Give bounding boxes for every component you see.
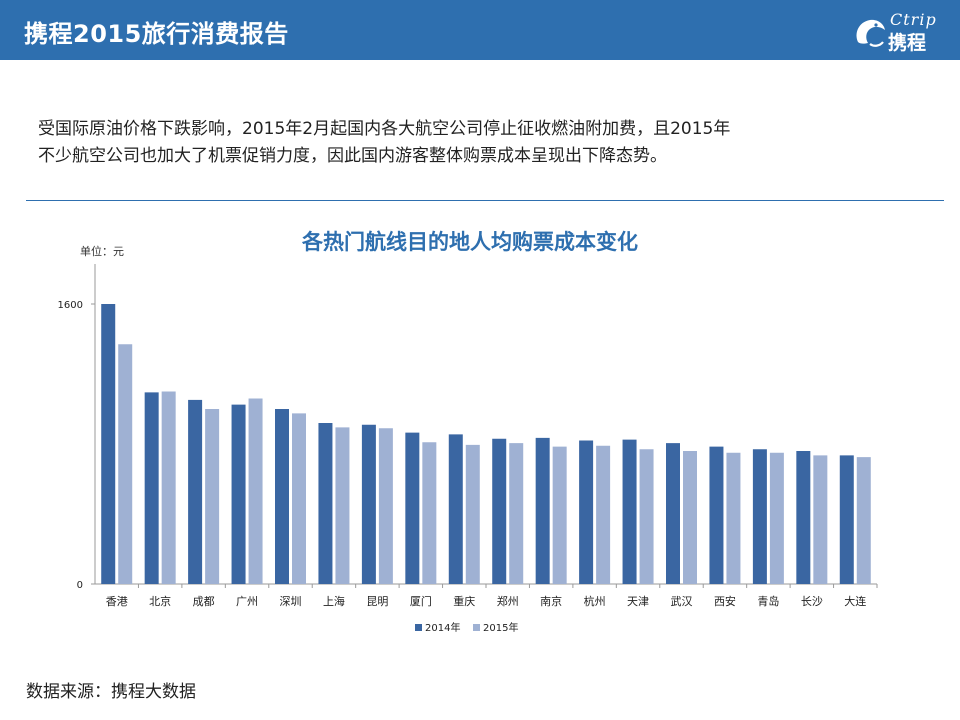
bar-2014 [752,449,767,584]
y-tick-label: 1600 [58,300,83,311]
x-tick-label: 武汉 [671,595,693,608]
bar-2015 [856,457,871,584]
bar-2015 [769,452,784,584]
x-tick-label: 大连 [844,594,866,608]
ctrip-logo: Ctrip 携程 [852,8,952,54]
intro-line-2: 不少航空公司也加大了机票促销力度，因此国内游客整体购票成本呈现出下降态势。 [38,146,667,166]
bar-2014 [275,409,289,584]
page-title: 携程2015旅行消费报告 [24,20,289,48]
chart-title: 各热门航线目的地人均购票成本变化 [302,230,638,254]
bar-2015 [552,446,567,584]
x-tick-label: 长沙 [801,595,823,608]
bar-2014 [796,451,811,584]
legend-swatch-2015 [473,624,480,631]
data-source: 数据来源：携程大数据 [26,682,196,702]
bar-2014 [448,434,463,584]
bar-2015 [509,443,524,584]
section-divider [26,200,944,201]
legend-swatch-2014 [415,624,422,631]
bar-2014 [144,392,159,584]
bar-2015 [205,409,220,584]
bar-2015 [248,398,263,584]
bar-2014 [101,304,116,584]
x-tick-label: 西安 [714,594,736,608]
bar-2015 [683,451,697,584]
x-tick-label: 郑州 [497,594,519,608]
x-tick-label: 香港 [106,595,128,608]
bar-2014 [622,439,637,584]
x-tick-label: 青岛 [757,594,779,608]
unit-label: 单位：元 [80,245,124,258]
bar-2015 [813,455,828,584]
bar-2015 [118,344,133,584]
logo-text-cn: 携程 [888,32,927,54]
x-tick-label: 广州 [236,595,258,608]
bar-2014 [361,424,376,584]
intro-line-1: 受国际原油价格下跌影响，2015年2月起国内各大航空公司停止征收燃油附加费，且2… [38,119,731,139]
x-tick-label: 上海 [323,594,345,608]
logo-text-en: Ctrip [890,10,937,29]
bar-2015 [422,442,437,584]
bar-2015 [292,413,306,584]
bar-2015 [465,444,480,584]
x-tick-label: 南京 [540,594,562,608]
bar-2015 [335,427,350,584]
bar-2014 [666,443,680,584]
x-tick-label: 厦门 [410,594,432,608]
bar-2015 [639,449,654,584]
bar-2015 [161,391,176,584]
x-tick-label: 成都 [193,595,215,608]
intro-paragraph: 受国际原油价格下跌影响，2015年2月起国内各大航空公司停止征收燃油附加费，且2… [38,116,908,170]
x-tick-label: 昆明 [366,595,388,608]
bar-2014 [709,446,724,584]
bar-2015 [378,428,393,584]
legend-label-2014: 2014年 [425,621,460,634]
x-tick-label: 杭州 [584,594,606,608]
bar-2015 [726,452,741,584]
dolphin-logo-icon [856,19,885,47]
y-tick-label: 0 [77,580,83,591]
bar-2014 [492,438,507,584]
bar-2015 [596,445,611,584]
bar-2014 [839,455,854,584]
bar-2014 [231,404,246,584]
bar-2014 [579,440,594,584]
x-tick-label: 深圳 [280,595,302,608]
x-tick-label: 天津 [627,595,649,608]
bar-2014 [535,437,550,584]
bar-2014 [318,423,333,584]
x-tick-label: 北京 [149,594,171,608]
header-bar: 携程2015旅行消费报告 Ctrip 携程 [0,0,960,60]
bar-2014 [188,399,203,584]
x-tick-label: 重庆 [453,594,475,608]
legend-label-2015: 2015年 [483,621,518,634]
bar-2014 [405,432,420,584]
